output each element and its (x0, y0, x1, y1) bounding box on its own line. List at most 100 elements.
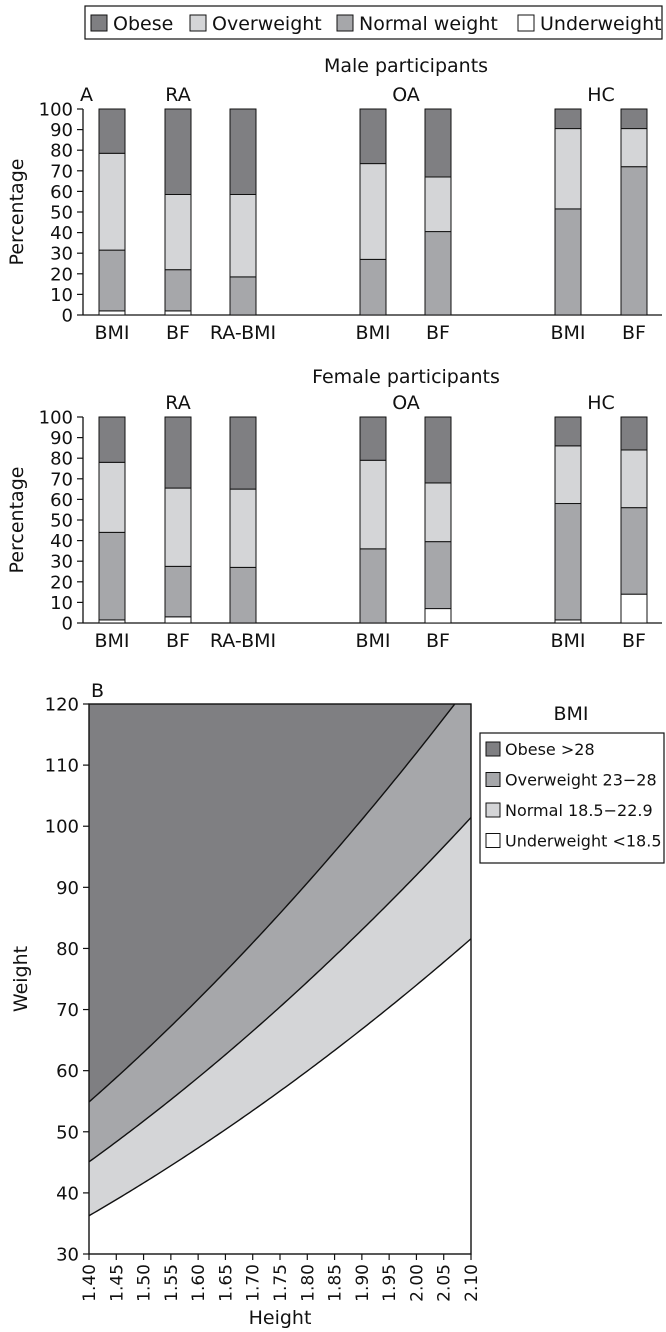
bar-segment-ra-ra-bmi-normal (229, 566, 257, 624)
bar-segment-ra-bmi-overweight (98, 461, 126, 533)
bar-segment-hc-bmi-overweight (554, 128, 582, 210)
y-axis-label: Percentage (6, 467, 28, 574)
bmi-legend-title: BMI (553, 703, 588, 725)
bar-segment-hc-bmi-normal (554, 503, 582, 621)
x-tick-label: 1.40 (80, 1264, 100, 1302)
y-tick-label: 0 (62, 614, 73, 635)
bar-segment-oa-bmi-obese (359, 108, 387, 165)
x-tick-label: 1.65 (216, 1264, 236, 1302)
bar-segment-oa-bf-underweight (424, 608, 452, 624)
y-tick-label: 80 (50, 141, 73, 162)
top-legend-frame (84, 5, 663, 40)
x-category-label-hc-bf: BF (622, 630, 646, 652)
legend-label-overweight: Overweight (212, 13, 322, 35)
x-tick-label: 1.90 (353, 1264, 373, 1302)
bar-segment-ra-bf-obese (164, 108, 192, 195)
bar-segment-ra-bf-obese (164, 416, 192, 489)
x-tick-label: 2.00 (407, 1264, 427, 1302)
bar-segment-hc-bmi-overweight (554, 445, 582, 505)
bar-segment-ra-bmi-normal (98, 249, 126, 312)
y-tick-label: 60 (56, 1061, 79, 1082)
bmi-region-chart: B 30 40 50 60 70 80 90 100 110 120 1.40 1.45 1.50 1.55… (10, 680, 665, 1329)
bar-segment-ra-bf-normal (164, 565, 192, 618)
y-axis-label: Percentage (6, 159, 28, 266)
bar-segment-ra-ra-bmi-overweight (229, 488, 257, 568)
group-label-hc: HC (587, 84, 615, 106)
legend-swatch-underweight (517, 14, 535, 32)
bar-segment-ra-bmi-underweight (98, 310, 126, 316)
x-category-label-hc-bmi: BMI (550, 630, 585, 652)
bar-segment-oa-bmi-overweight (359, 459, 387, 550)
bar-segment-oa-bf-normal (424, 541, 452, 610)
bar-segment-oa-bmi-normal (359, 548, 387, 624)
boundary-bmi-18-5 (88, 938, 472, 1217)
y-tick-label: 40 (50, 531, 73, 552)
bar-segment-hc-bmi-obese (554, 108, 582, 130)
bar-segment-ra-bf-underweight (164, 310, 192, 316)
x-tick-label: 1.45 (107, 1264, 127, 1302)
y-axis-label: Weight (10, 946, 32, 1012)
bar-segment-hc-bmi-normal (554, 208, 582, 316)
panel-label: B (91, 680, 104, 702)
y-tick-label: 50 (50, 511, 73, 532)
bar-segment-hc-bf-overweight (620, 449, 648, 509)
x-tick-label: 1.85 (326, 1264, 346, 1302)
bar-segment-hc-bf-overweight (620, 128, 648, 168)
x-tick-label: 1.70 (244, 1264, 264, 1302)
y-tick-label: 30 (50, 244, 73, 265)
x-tick-label: 2.10 (462, 1264, 482, 1302)
x-category-label-oa-bmi: BMI (355, 630, 390, 652)
x-tick-label: 2.05 (435, 1264, 455, 1302)
bar-segment-ra-ra-bmi-obese (229, 416, 257, 490)
bar-segment-oa-bmi-overweight (359, 163, 387, 260)
bar-segment-ra-bmi-obese (98, 108, 126, 154)
bar-segment-ra-bf-overweight (164, 193, 192, 271)
x-category-label-ra-bmi: BMI (94, 630, 129, 652)
top-legend: Obese Overweight Normal weight Underweight (84, 5, 663, 40)
y-tick-label: 40 (56, 1183, 79, 1204)
bmi-legend-label-3: Normal 18.5−22.9 (505, 801, 653, 820)
y-tick-label: 100 (45, 817, 79, 838)
y-tick-label: 60 (50, 490, 73, 511)
y-tick-label: 70 (50, 469, 73, 490)
group-label-ra: RA (165, 84, 190, 106)
x-tick-label: 1.50 (135, 1264, 155, 1302)
y-tick-label: 80 (50, 449, 73, 470)
group-label-oa: OA (392, 84, 420, 106)
legend-swatch-overweight (189, 14, 207, 32)
female-bar-chart: Female participants RA OA HC Percentage 01020… (6, 366, 662, 652)
bar-segment-hc-bf-underweight (620, 593, 648, 624)
y-tick-label: 110 (45, 756, 79, 777)
y-tick-label: 100 (39, 408, 73, 429)
bar-segment-ra-bf-overweight (164, 487, 192, 567)
y-tick-label: 70 (50, 161, 73, 182)
y-tick-label: 90 (50, 120, 73, 141)
x-tick-label: 1.60 (189, 1264, 209, 1302)
bar-segment-ra-bmi-obese (98, 416, 126, 463)
bar-segment-hc-bf-normal (620, 507, 648, 595)
bar-segment-oa-bmi-normal (359, 258, 387, 316)
y-tick-label: 50 (56, 1122, 79, 1143)
legend-swatch-obese (90, 14, 108, 32)
bar-segment-oa-bf-obese (424, 108, 452, 178)
female-chart-title: Female participants (312, 366, 500, 388)
region-underweight (89, 938, 471, 1254)
group-label-oa: OA (392, 392, 420, 414)
y-tick-label: 60 (50, 182, 73, 203)
x-category-label-ra-bf: BF (166, 630, 190, 652)
x-category-label-oa-bf: BF (426, 630, 450, 652)
bmi-legend-swatch-3 (485, 802, 501, 818)
male-chart-title: Male participants (324, 55, 488, 77)
legend-label-normal: Normal weight (359, 13, 498, 35)
y-tick-label: 20 (50, 264, 73, 285)
y-tick-label: 10 (50, 285, 73, 306)
y-tick-label: 90 (50, 428, 73, 449)
x-category-label-ra-bf: BF (166, 322, 190, 344)
y-tick-label: 30 (50, 552, 73, 573)
bar-segment-ra-ra-bmi-obese (229, 108, 257, 195)
bar-segment-oa-bf-obese (424, 416, 452, 484)
x-category-label-oa-bmi: BMI (355, 322, 390, 344)
y-tick-label: 20 (50, 572, 73, 593)
bar-segment-oa-bf-overweight (424, 176, 452, 233)
